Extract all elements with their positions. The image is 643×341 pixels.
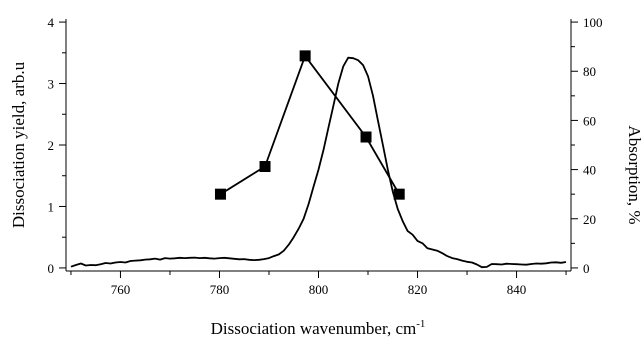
x-tick-label: 840 xyxy=(507,282,527,297)
y-left-tick-label: 4 xyxy=(48,15,55,30)
yield-data-point xyxy=(259,161,271,173)
y-axis-right-title: Absorption, % xyxy=(625,125,643,224)
yield-data-point xyxy=(393,188,405,200)
yield-data-point xyxy=(360,131,372,143)
y-right-tick-label: 40 xyxy=(583,163,596,178)
x-axis-title-text: Dissociation wavenumber, cm xyxy=(211,319,417,338)
y-axis-left-title: Dissociation yield, arb.u xyxy=(9,61,28,228)
y-left-tick-label: 3 xyxy=(48,77,55,92)
y-right-tick-label: 60 xyxy=(583,113,596,128)
x-tick-label: 820 xyxy=(408,282,428,297)
axes xyxy=(59,19,578,278)
yield-series-line xyxy=(220,55,400,195)
y-right-tick-label: 80 xyxy=(583,64,596,79)
y-right-tick-label: 0 xyxy=(583,261,590,276)
absorption-series-line xyxy=(70,56,567,269)
y-right-tick-label: 100 xyxy=(583,15,603,30)
yield-data-point xyxy=(214,188,226,200)
x-axis-title: Dissociation wavenumber, cm-1 xyxy=(211,318,426,338)
labels: 760 780 800 820 84001234020406080100Dissocia… xyxy=(9,15,643,338)
series-layer xyxy=(70,50,567,269)
y-right-tick-label: 20 xyxy=(583,212,596,227)
x-axis-title-superscript: -1 xyxy=(416,318,425,330)
yield-data-point xyxy=(299,50,311,62)
x-tick-label: 780 xyxy=(210,282,230,297)
y-left-tick-label: 0 xyxy=(48,261,55,276)
x-tick-label: 800 xyxy=(309,282,329,297)
y-left-tick-label: 1 xyxy=(48,199,55,214)
y-left-tick-label: 2 xyxy=(48,138,55,153)
x-tick-label: 760 xyxy=(111,282,131,297)
